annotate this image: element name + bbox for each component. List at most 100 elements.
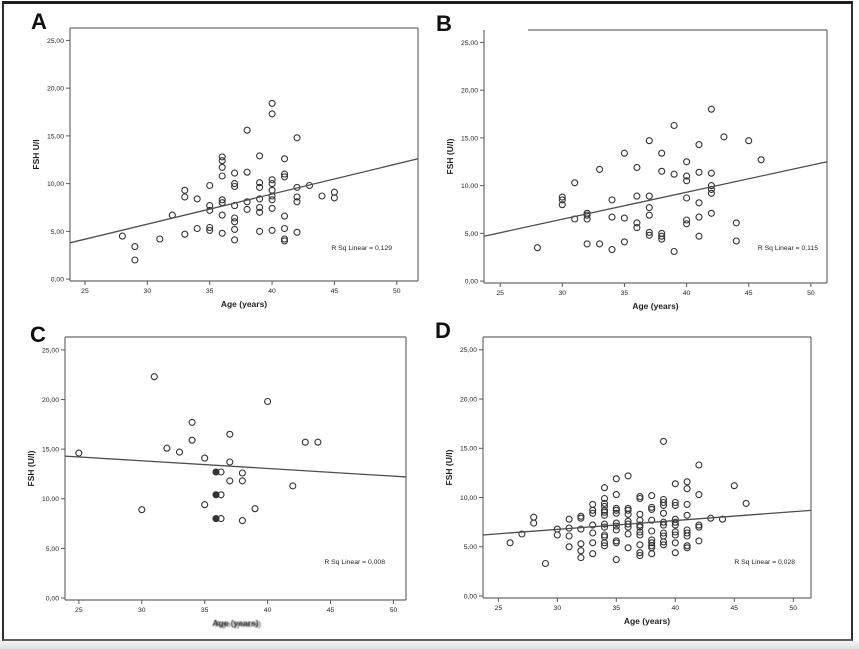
data-point [268, 204, 276, 212]
data-point [577, 514, 585, 522]
data-point [612, 491, 620, 499]
svg-text:5,00: 5,00 [51, 229, 64, 236]
plot-frame [64, 336, 407, 601]
data-point [636, 552, 644, 560]
data-point [659, 538, 668, 546]
svg-text:30: 30 [138, 607, 146, 614]
svg-text:35: 35 [613, 605, 621, 612]
data-point [658, 167, 666, 175]
data-point [683, 216, 691, 224]
data-point [314, 438, 322, 446]
svg-text:25,00: 25,00 [461, 40, 478, 47]
panel-a-plot: 0,00 5,00 10,00 15,00 20,00 25,00 25 30 35 40 45 50… [31, 27, 419, 309]
data-point [695, 461, 703, 469]
data-point [330, 188, 338, 196]
data-point [670, 170, 678, 178]
svg-text:Age (years): Age (years) [624, 616, 670, 626]
svg-text:0,00: 0,00 [464, 593, 477, 600]
data-point [636, 528, 644, 536]
data-point [280, 173, 289, 181]
r-squared-label: R Sq Linear = 0,028 [734, 559, 795, 566]
data-point [683, 500, 691, 508]
svg-text:R Sq Linear = 0,115: R Sq Linear = 0,115 [758, 245, 818, 252]
data-point [624, 506, 632, 514]
data-point [648, 516, 656, 524]
data-point [645, 228, 653, 236]
data-point [720, 133, 728, 141]
data-point [268, 226, 276, 234]
plot-frame [482, 336, 812, 599]
svg-text:FSH U/l: FSH U/l [31, 139, 41, 169]
data-point [318, 192, 326, 200]
svg-text:R Sq Linear = 0,008: R Sq Linear = 0,008 [324, 559, 385, 566]
data-point [600, 511, 609, 519]
data-point [695, 199, 703, 207]
data-point [181, 230, 189, 238]
r-squared-label: R Sq Linear = 0,008 [324, 559, 385, 566]
data-point [624, 472, 632, 480]
data-point [226, 458, 234, 466]
data-point [541, 559, 550, 568]
panel-label-c: C [30, 322, 46, 347]
data-point [636, 521, 644, 529]
r-squared-label: R Sq Linear = 0,115 [758, 245, 818, 252]
data-point [659, 541, 668, 549]
data-point [268, 99, 276, 107]
data-point [624, 544, 632, 552]
data-point [636, 523, 644, 531]
data-point [218, 153, 226, 161]
svg-text:30: 30 [144, 288, 152, 295]
plot-frame [483, 29, 828, 284]
data-point [671, 531, 679, 539]
data-point [636, 493, 644, 501]
data-point [212, 468, 220, 476]
data-point [612, 504, 620, 512]
data-point [156, 235, 164, 243]
data-point [683, 220, 691, 228]
data-point [633, 224, 641, 232]
svg-text:20,00: 20,00 [461, 88, 478, 95]
data-point [645, 211, 653, 219]
data-point [553, 531, 561, 539]
data-point [648, 550, 656, 558]
data-point [683, 542, 691, 550]
data-point [612, 539, 620, 547]
data-point [648, 492, 656, 500]
svg-text:50: 50 [393, 288, 401, 295]
data-point [293, 193, 301, 201]
data-point [683, 158, 691, 166]
svg-text:40: 40 [672, 605, 680, 612]
data-point [633, 192, 641, 200]
data-point [659, 437, 668, 445]
regression-line [482, 509, 812, 536]
data-point [707, 105, 715, 113]
data-point [280, 237, 289, 245]
data-point [577, 540, 585, 548]
y-axis-ticks: 0,00 5,00 10,00 15,00 20,00 25,00 [461, 40, 484, 285]
svg-text:45: 45 [731, 605, 739, 612]
data-point [624, 530, 632, 538]
svg-text:0,00: 0,00 [46, 595, 59, 602]
svg-text:25: 25 [81, 288, 89, 295]
data-point [268, 176, 276, 184]
panel-d-plot: 0,00 5,00 10,00 15,00 20,00 25,00 25 30 35 40 45 50… [444, 336, 812, 626]
data-point [683, 532, 691, 540]
data-point [256, 203, 264, 212]
data-point [707, 189, 715, 197]
data-point [577, 547, 585, 555]
data-point [636, 510, 644, 518]
data-point [612, 519, 620, 527]
data-point [268, 180, 276, 188]
svg-text:5,00: 5,00 [46, 546, 59, 553]
data-point [150, 373, 158, 381]
svg-text:10,00: 10,00 [42, 496, 59, 503]
data-point [608, 196, 616, 204]
data-point [648, 542, 656, 550]
data-point [589, 506, 597, 514]
x-axis-ticks: 25 30 35 40 45 50 [81, 281, 401, 295]
data-point [683, 194, 691, 202]
svg-text:FSH (U/l): FSH (U/l) [444, 449, 454, 485]
data-point [280, 155, 289, 163]
data-point [671, 501, 679, 509]
x-axis-ticks: 25 30 35 40 45 50 [75, 600, 397, 614]
